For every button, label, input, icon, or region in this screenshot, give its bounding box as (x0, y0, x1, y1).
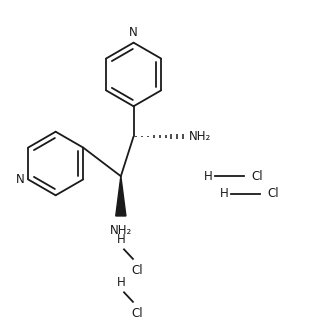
Text: H: H (116, 276, 125, 289)
Text: H: H (116, 233, 125, 246)
Text: N: N (16, 173, 24, 186)
Text: Cl: Cl (251, 170, 263, 183)
Text: H: H (220, 187, 229, 200)
Text: Cl: Cl (267, 187, 279, 200)
Text: H: H (204, 170, 213, 183)
Text: NH₂: NH₂ (189, 130, 211, 143)
Text: Cl: Cl (131, 307, 142, 319)
Text: N: N (129, 26, 138, 39)
Polygon shape (116, 176, 126, 216)
Text: Cl: Cl (131, 264, 142, 277)
Text: NH₂: NH₂ (110, 224, 132, 237)
